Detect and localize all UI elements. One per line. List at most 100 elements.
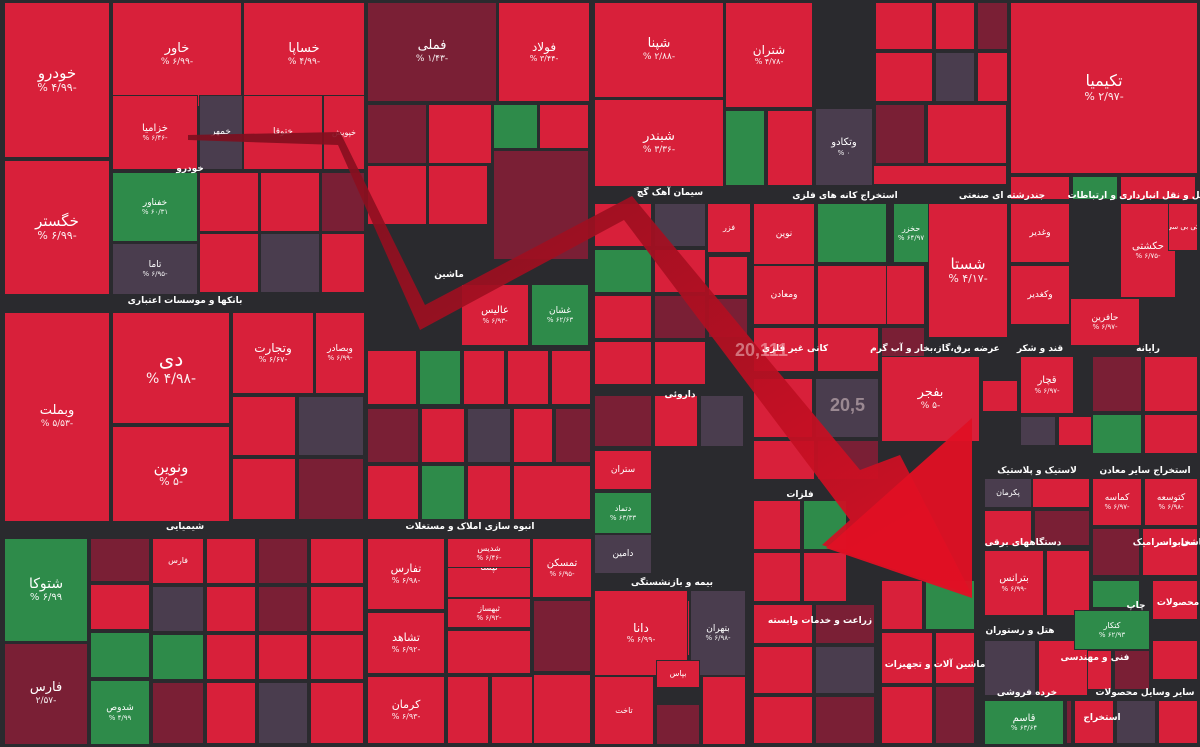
- treemap-tile-small[interactable]: [152, 682, 204, 744]
- treemap-tile-small[interactable]: [935, 686, 975, 744]
- treemap-tile[interactable]: کتکار ۶۲/۹۳ %: [1074, 610, 1150, 650]
- treemap-tile-small[interactable]: [1010, 176, 1070, 200]
- treemap-tile-small[interactable]: [1072, 176, 1118, 200]
- treemap-tile-small[interactable]: [1066, 700, 1072, 744]
- treemap-tile-small[interactable]: [935, 632, 975, 684]
- treemap-tile-small[interactable]: [881, 580, 923, 630]
- treemap-tile-small[interactable]: [982, 380, 1018, 412]
- treemap-tile-small[interactable]: [533, 674, 591, 744]
- treemap-tile-small[interactable]: [1152, 640, 1198, 680]
- treemap-tile-small[interactable]: [232, 458, 296, 520]
- treemap-tile-small[interactable]: [1074, 700, 1114, 744]
- treemap-tile-small[interactable]: [421, 465, 465, 520]
- treemap-tile-small[interactable]: [873, 165, 1007, 185]
- treemap-tile-small[interactable]: [447, 630, 531, 674]
- treemap-tile-small[interactable]: [935, 52, 975, 102]
- treemap-tile-small[interactable]: [1034, 510, 1090, 546]
- treemap-tile[interactable]: شتوکا ۶/۹۹ %: [4, 538, 88, 642]
- treemap-tile-small[interactable]: [258, 538, 308, 584]
- treemap-tile-small[interactable]: [428, 165, 488, 225]
- treemap-tile-small[interactable]: [817, 203, 887, 263]
- treemap-tile-small[interactable]: [513, 408, 553, 463]
- treemap-tile-small[interactable]: [533, 600, 591, 672]
- treemap-tile[interactable]: دتماد ۶۳/۳۳ %: [594, 492, 652, 534]
- treemap-tile[interactable]: شدوص ۴/۹۹ %: [90, 680, 150, 745]
- treemap-tile[interactable]: دانا -۶/۹۹ %: [594, 590, 688, 676]
- treemap-tile-small[interactable]: [654, 203, 706, 247]
- treemap-tile[interactable]: کی بی سی: [1168, 203, 1198, 251]
- treemap-tile[interactable]: کرمان -۶/۹۳ %: [367, 676, 445, 744]
- treemap-tile-small[interactable]: [927, 104, 1007, 164]
- treemap-tile-small[interactable]: [594, 249, 652, 293]
- treemap-tile[interactable]: بترانس -۶/۹۹ %: [984, 550, 1044, 616]
- treemap-tile[interactable]: وکغدیر: [1010, 265, 1070, 325]
- treemap-tile-small[interactable]: [1020, 416, 1056, 446]
- treemap-tile-small[interactable]: [367, 165, 427, 225]
- treemap-tile[interactable]: خاور -۶/۹۹ %: [112, 2, 242, 107]
- treemap-tile-small[interactable]: [90, 584, 150, 630]
- treemap-tile[interactable]: خودرو -۴/۹۹ %: [4, 2, 110, 158]
- treemap-tile[interactable]: تکیمیا -۲/۹۷ %: [1010, 2, 1198, 174]
- treemap-tile-small[interactable]: [803, 552, 847, 602]
- treemap-tile[interactable]: دی -۴/۹۸ %: [112, 312, 230, 424]
- treemap-tile-small[interactable]: [419, 350, 461, 405]
- treemap-tile-small[interactable]: [467, 465, 511, 520]
- treemap-tile-small[interactable]: [206, 586, 256, 632]
- treemap-tile[interactable]: وغدیر: [1010, 203, 1070, 263]
- treemap-tile[interactable]: حکشتی -۶/۷۵ %: [1120, 203, 1176, 298]
- treemap-tile[interactable]: ونوین -۵ %: [112, 426, 230, 522]
- treemap-tile[interactable]: تاما -۶/۹۵ %: [112, 243, 198, 295]
- treemap-tile-small[interactable]: [258, 682, 308, 744]
- treemap-tile-small[interactable]: [753, 440, 815, 480]
- treemap-tile[interactable]: بپاس: [656, 660, 700, 688]
- treemap-tile[interactable]: کماسه -۶/۹۷ %: [1092, 478, 1142, 526]
- treemap-tile[interactable]: خفناور ۶۰/۳۱ %: [112, 172, 198, 242]
- treemap-tile-small[interactable]: [260, 172, 320, 232]
- treemap-tile-small[interactable]: [258, 586, 308, 632]
- treemap-tile-small[interactable]: [1144, 356, 1198, 412]
- treemap-tile-small[interactable]: [493, 150, 589, 260]
- treemap-tile-small[interactable]: [875, 52, 933, 102]
- treemap-tile-small[interactable]: [984, 640, 1036, 696]
- treemap-tile[interactable]: فارس -۲/۵۷: [4, 643, 88, 745]
- treemap-tile-small[interactable]: [815, 646, 875, 694]
- treemap-tile-small[interactable]: [1158, 700, 1198, 744]
- treemap-tile-small[interactable]: [654, 395, 698, 447]
- treemap-tile-small[interactable]: [152, 586, 204, 632]
- treemap-tile[interactable]: قاسم ۶۳/۶۴ %: [984, 700, 1064, 745]
- treemap-tile-small[interactable]: [1114, 650, 1150, 690]
- treemap-tile-small[interactable]: [90, 538, 150, 582]
- treemap-tile[interactable]: تفارس -۶/۹۸ %: [367, 538, 445, 610]
- treemap-tile-small[interactable]: [310, 538, 364, 584]
- treemap-tile[interactable]: وبصادر -۶/۹۹ %: [315, 312, 365, 394]
- treemap-tile[interactable]: ومعادن: [753, 265, 815, 325]
- treemap-tile[interactable]: شبندر -۳/۳۶ %: [594, 99, 724, 187]
- treemap-tile-small[interactable]: [367, 408, 419, 463]
- treemap-tile[interactable]: ثبهساز -۶/۹۲ %: [447, 598, 531, 628]
- treemap-tile-small[interactable]: [90, 632, 150, 678]
- treemap-tile-small[interactable]: [1092, 580, 1140, 608]
- treemap-tile-small[interactable]: [753, 500, 801, 550]
- treemap-tile-small[interactable]: [555, 408, 591, 463]
- treemap-tile[interactable]: عالیس -۶/۹۳ %: [461, 284, 529, 346]
- treemap-tile[interactable]: ستران: [594, 450, 652, 490]
- treemap-tile[interactable]: خمهر: [199, 95, 243, 170]
- treemap-tile-small[interactable]: [815, 378, 879, 438]
- treemap-tile-small[interactable]: [507, 350, 549, 405]
- treemap-tile-small[interactable]: [467, 408, 511, 463]
- treemap-tile[interactable]: خساپا -۴/۹۹ %: [243, 2, 365, 107]
- treemap-tile-small[interactable]: [708, 256, 748, 296]
- treemap-tile-small[interactable]: [984, 510, 1032, 546]
- treemap-tile[interactable]: حافرین -۶/۹۷ %: [1070, 298, 1140, 346]
- treemap-tile[interactable]: شپنا -۲/۸۸ %: [594, 2, 724, 98]
- treemap-tile[interactable]: تمسکن -۶/۹۵ %: [532, 538, 592, 598]
- treemap-tile-small[interactable]: [551, 350, 591, 405]
- treemap-tile-small[interactable]: [767, 110, 813, 186]
- treemap-tile-small[interactable]: [1058, 416, 1092, 446]
- treemap-tile-small[interactable]: [594, 395, 652, 447]
- treemap-tile-small[interactable]: [258, 634, 308, 680]
- treemap-tile[interactable]: پکرمان: [984, 478, 1032, 508]
- treemap-tile-small[interactable]: [881, 265, 925, 325]
- treemap-tile-small[interactable]: [725, 110, 765, 186]
- treemap-tile-small[interactable]: [654, 249, 706, 293]
